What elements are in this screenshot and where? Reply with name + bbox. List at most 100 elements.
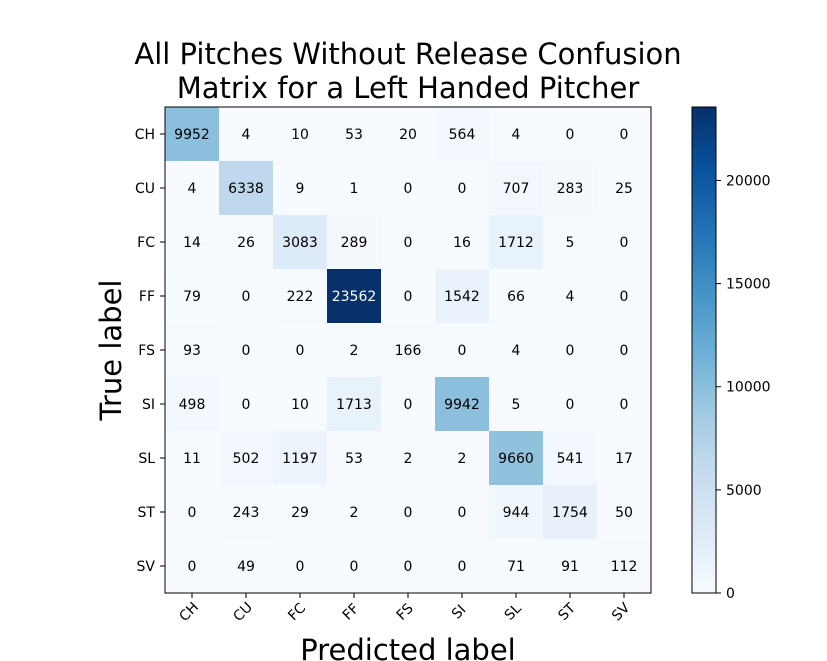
heatmap-cell [597, 215, 652, 270]
heatmap-cell [219, 215, 274, 270]
cell-value-label: 14 [183, 235, 201, 251]
heatmap-cell [435, 269, 490, 324]
heatmap-cell [543, 269, 598, 324]
heatmap-cell [435, 323, 490, 378]
cell-value-label: 1713 [336, 397, 372, 413]
heatmap-cell [543, 323, 598, 378]
heatmap-cell [327, 539, 382, 594]
heatmap-cell [597, 431, 652, 486]
heatmap-cell [597, 107, 652, 162]
x-axis-ticks: CH CU FC FF FS SI SL ST SV [176, 593, 634, 625]
cell-value-label: 11 [183, 451, 201, 467]
heatmap-cell [489, 107, 544, 162]
cell-value-label: 0 [620, 127, 629, 143]
cell-value-label: 66 [507, 289, 525, 305]
cell-value-label: 53 [345, 127, 363, 143]
cell-value-label: 1542 [444, 289, 480, 305]
heatmap-cell [435, 215, 490, 270]
heatmap-cell [219, 431, 274, 486]
heatmap-cell [381, 161, 436, 216]
heatmap-cell [273, 539, 328, 594]
cell-value-label: 53 [345, 451, 363, 467]
cell-value-label: 283 [557, 181, 584, 197]
cell-value-label: 26 [237, 235, 255, 251]
heatmap-cell [327, 323, 382, 378]
cell-value-label: 4 [512, 127, 521, 143]
cell-value-label: 0 [188, 505, 197, 521]
cell-value-label: 9942 [444, 397, 480, 413]
heatmap-cell [327, 161, 382, 216]
heatmap-cell [489, 539, 544, 594]
x-axis-title: Predicted label [300, 633, 516, 661]
cell-value-label: 5 [566, 235, 575, 251]
cell-value-label: 0 [458, 343, 467, 359]
heatmap-cell [219, 269, 274, 324]
heatmap-cell [219, 485, 274, 540]
x-tick-label: FS [394, 601, 417, 624]
heatmap-cell [543, 485, 598, 540]
heatmap-cell [219, 377, 274, 432]
cell-value-label: 0 [404, 289, 413, 305]
heatmap-cell [165, 377, 220, 432]
heatmap-cell [489, 431, 544, 486]
heatmap-cell [435, 161, 490, 216]
cell-value-label: 93 [183, 343, 201, 359]
cell-value-label: 2 [350, 505, 359, 521]
heatmap-cell [543, 215, 598, 270]
y-axis-title: True label [94, 280, 128, 422]
y-tick-label: SI [142, 397, 155, 413]
cell-value-label: 5 [512, 397, 521, 413]
cell-value-label: 6338 [228, 181, 264, 197]
cell-value-label: 2 [404, 451, 413, 467]
cell-value-label: 16 [453, 235, 471, 251]
cell-value-label: 498 [179, 397, 206, 413]
heatmap-cell [327, 485, 382, 540]
y-tick-label: FC [137, 235, 155, 251]
heatmap-cell [165, 539, 220, 594]
cell-value-label: 0 [566, 397, 575, 413]
cell-value-label: 289 [341, 235, 368, 251]
cell-value-label: 243 [233, 505, 260, 521]
heatmap-cell [327, 215, 382, 270]
cell-value-label: 0 [566, 127, 575, 143]
cell-value-label: 91 [561, 559, 579, 575]
heatmap-cell [543, 107, 598, 162]
cell-value-label: 502 [233, 451, 260, 467]
heatmap-cell [435, 431, 490, 486]
heatmap-cell [435, 539, 490, 594]
cell-value-label: 0 [620, 397, 629, 413]
heatmap-cell [165, 431, 220, 486]
cell-value-label: 0 [404, 235, 413, 251]
heatmap-cell [489, 161, 544, 216]
x-tick-label: FF [340, 601, 363, 624]
cell-value-label: 10 [291, 127, 309, 143]
x-tick-label: SL [502, 600, 525, 623]
heatmap-cell [273, 377, 328, 432]
heatmap-cell [381, 323, 436, 378]
heatmap-cell [327, 431, 382, 486]
cell-value-label: 0 [296, 343, 305, 359]
heatmap-cell [381, 539, 436, 594]
heatmap-cell [165, 215, 220, 270]
heatmap-cell [435, 107, 490, 162]
cell-value-label: 0 [242, 289, 251, 305]
heatmap-cell [543, 539, 598, 594]
cell-value-label: 4 [188, 181, 197, 197]
heatmap-cell [597, 269, 652, 324]
heatmap-cell [219, 161, 274, 216]
x-tick-label: SV [609, 600, 634, 625]
heatmap-cell [489, 215, 544, 270]
y-tick-label: SL [138, 451, 155, 467]
cell-value-label: 4 [512, 343, 521, 359]
heatmap-cell [597, 539, 652, 594]
cell-value-label: 20 [399, 127, 417, 143]
heatmap-cell [543, 431, 598, 486]
cell-value-label: 0 [404, 559, 413, 575]
cell-value-label: 4 [566, 289, 575, 305]
cell-value-label: 9660 [498, 451, 534, 467]
x-tick-label: CH [176, 599, 202, 625]
y-tick-label: FS [138, 343, 155, 359]
heatmap-cell [489, 485, 544, 540]
heatmap-cell [219, 107, 274, 162]
